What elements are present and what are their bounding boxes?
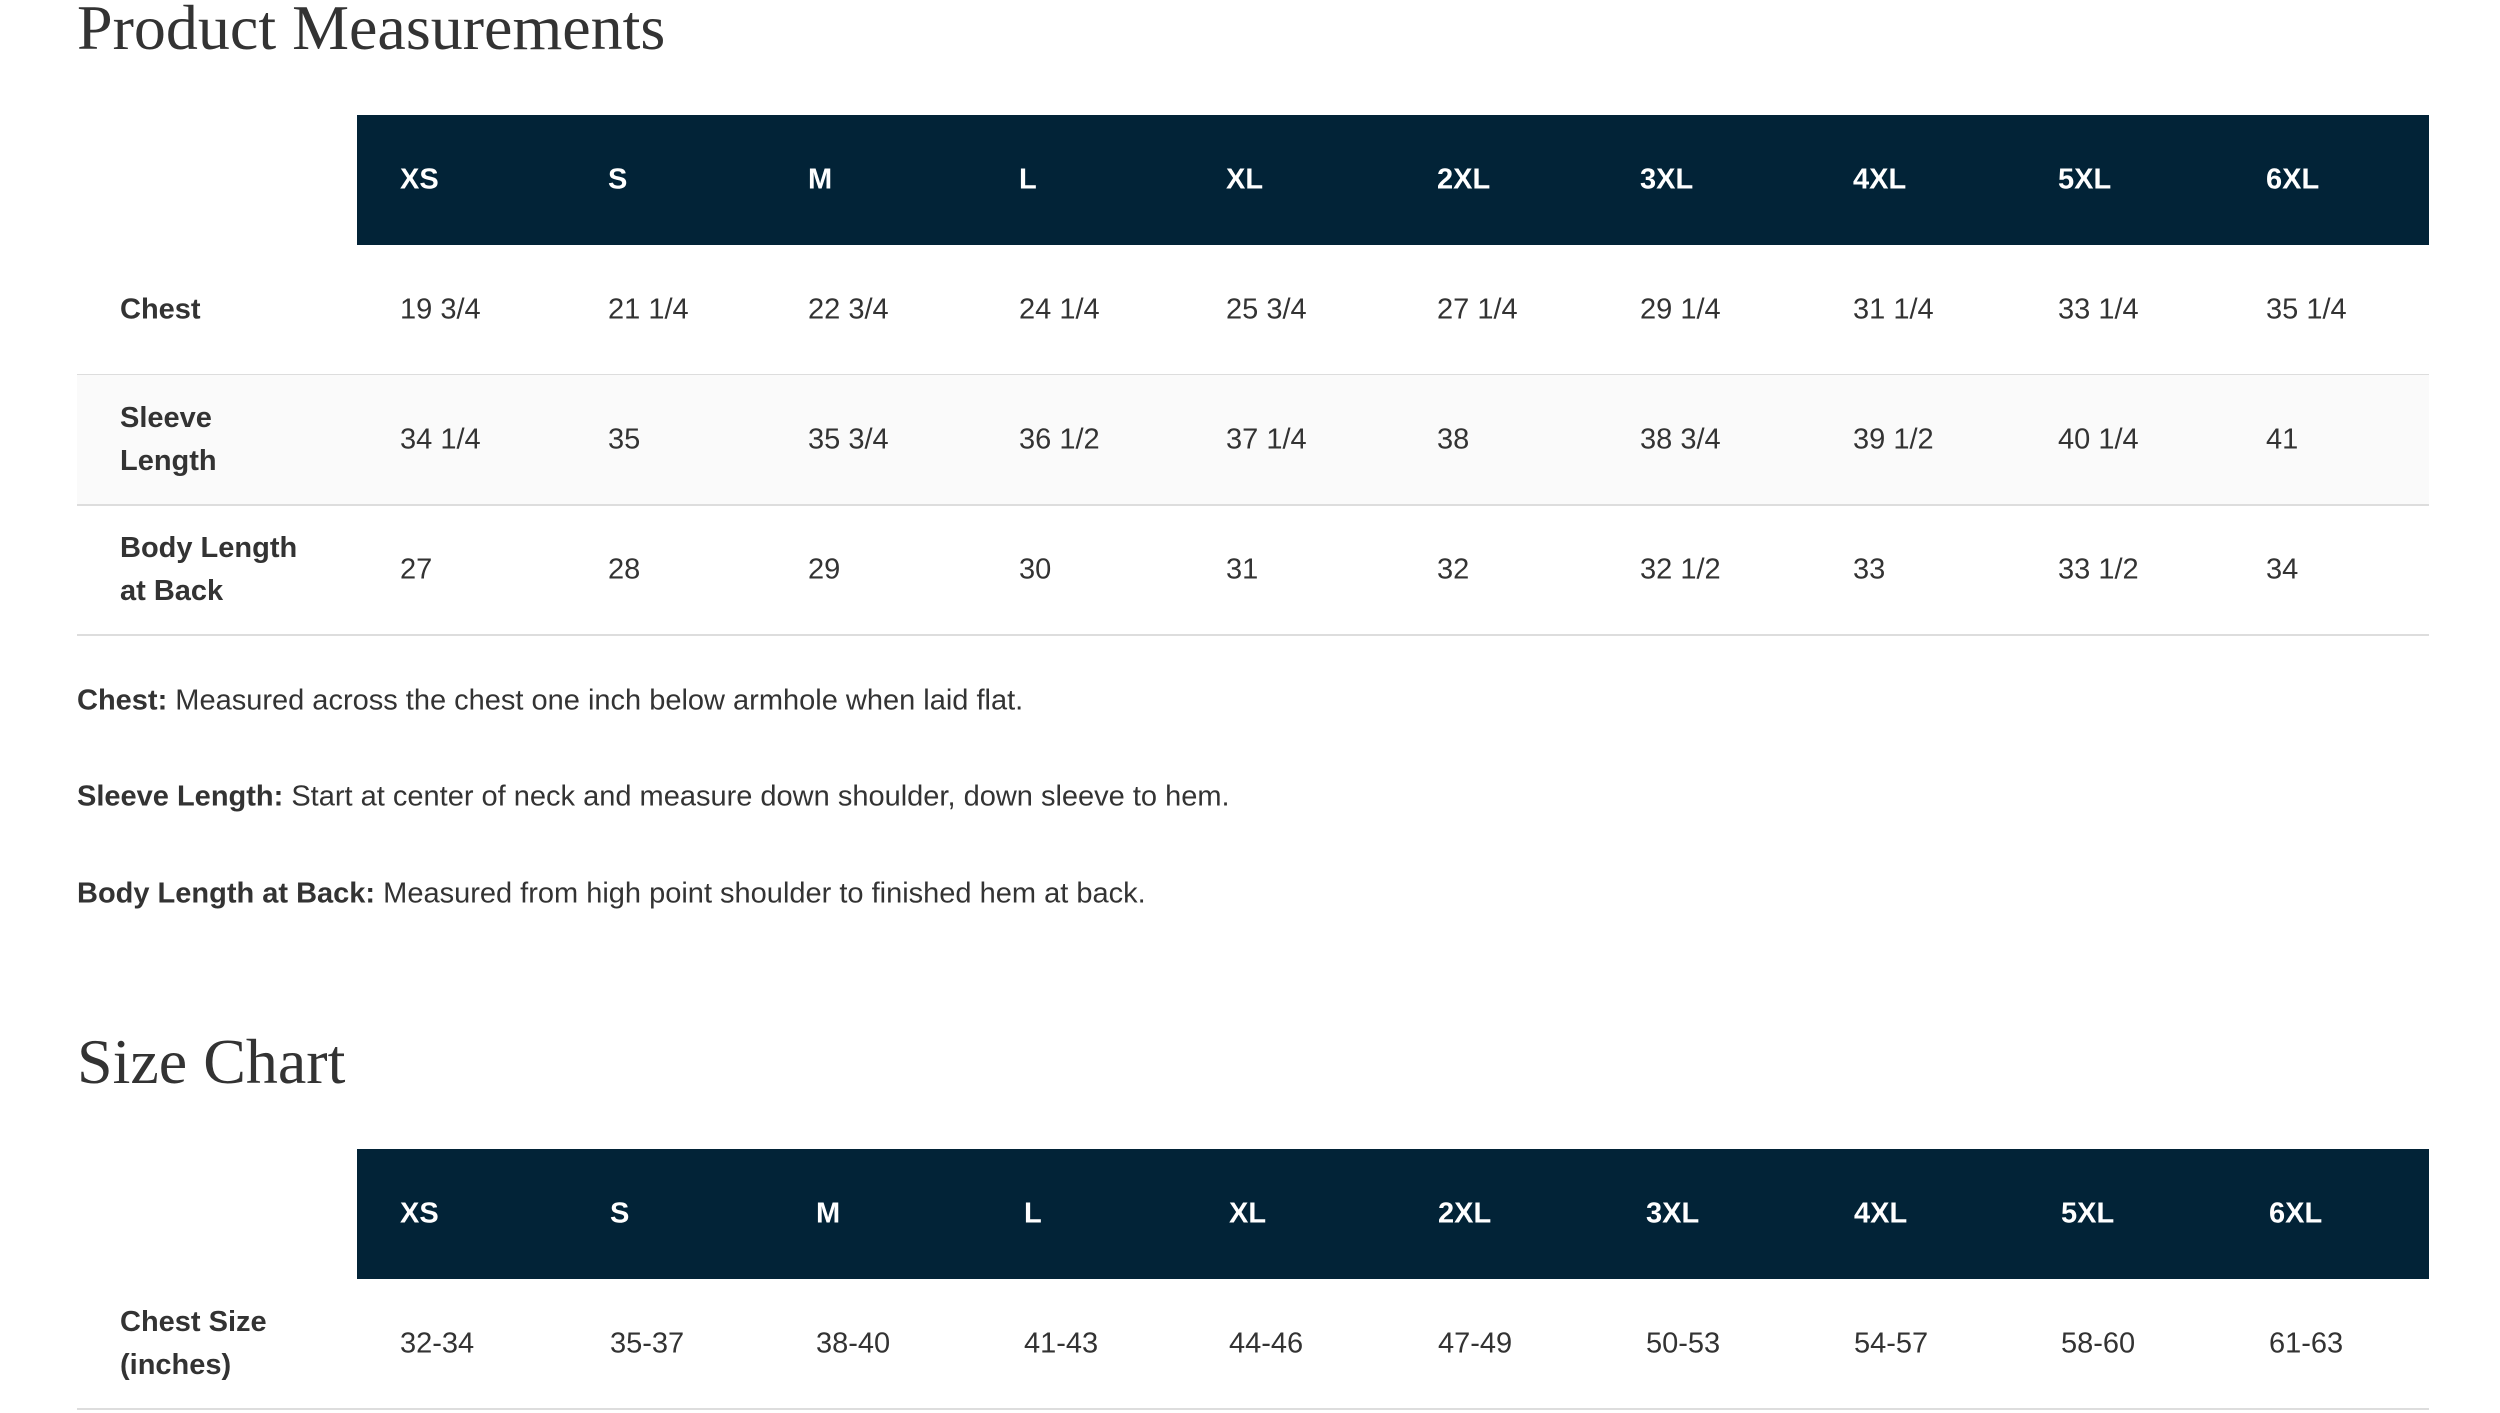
table-cell: 47-49 — [1438, 1327, 1513, 1360]
table-cell: 54-57 — [1854, 1327, 1929, 1360]
table-cell: 27 1/4 — [1437, 293, 1518, 326]
row-label: Chest Size (inches) — [120, 1306, 267, 1381]
table-cell: 34 — [2266, 553, 2299, 586]
table-header — [357, 1149, 2429, 1279]
table-cell: 33 — [1853, 553, 1886, 586]
table-cell: 32 — [1437, 553, 1470, 586]
table-cell: 24 1/4 — [1019, 293, 1100, 326]
table-cell: 21 1/4 — [608, 293, 689, 326]
column-header: L — [1019, 163, 1037, 196]
table-cell: 29 1/4 — [1640, 293, 1721, 326]
note: Chest: Measured across the chest one inc… — [77, 685, 1023, 718]
note-term: Chest: — [77, 684, 168, 717]
table-cell: 33 1/4 — [2058, 293, 2139, 326]
column-header: L — [1024, 1197, 1042, 1230]
table-cell: 31 — [1226, 553, 1259, 586]
column-header: 4XL — [1853, 163, 1907, 196]
table-cell: 35-37 — [610, 1327, 685, 1360]
table-cell: 37 1/4 — [1226, 423, 1307, 456]
table-cell: 31 1/4 — [1853, 293, 1934, 326]
table-cell: 41-43 — [1024, 1327, 1099, 1360]
column-header: 5XL — [2058, 163, 2112, 196]
table-cell: 61-63 — [2269, 1327, 2344, 1360]
column-header: 5XL — [2061, 1197, 2115, 1230]
note-text: Measured across the chest one inch below… — [175, 684, 1024, 717]
row-background — [77, 375, 2429, 505]
note-text: Measured from high point shoulder to fin… — [383, 877, 1146, 910]
table-cell: 22 3/4 — [808, 293, 889, 326]
table-cell: 32-34 — [400, 1327, 475, 1360]
table-cell: 50-53 — [1646, 1327, 1721, 1360]
column-header: 4XL — [1854, 1197, 1908, 1230]
column-header: 3XL — [1640, 163, 1694, 196]
table-cell: 39 1/2 — [1853, 423, 1934, 456]
column-header: 2XL — [1437, 163, 1491, 196]
column-header: M — [816, 1197, 841, 1230]
table-cell: 40 1/4 — [2058, 423, 2139, 456]
row-label: Body Length at Back — [120, 532, 298, 607]
note: Sleeve Length: Start at center of neck a… — [77, 781, 1230, 814]
table-cell: 33 1/2 — [2058, 553, 2139, 586]
table-cell: 36 1/2 — [1019, 423, 1100, 456]
column-header: XS — [400, 163, 439, 196]
note: Body Length at Back: Measured from high … — [77, 878, 1146, 911]
row-label: Sleeve Length — [120, 402, 217, 477]
note-text: Start at center of neck and measure down… — [291, 780, 1230, 813]
column-header: M — [808, 163, 833, 196]
section-title: Size Chart — [77, 1026, 346, 1097]
table-cell: 41 — [2266, 423, 2299, 456]
table-cell: 58-60 — [2061, 1327, 2136, 1360]
table-cell: 25 3/4 — [1226, 293, 1307, 326]
column-header: S — [610, 1197, 630, 1230]
table-cell: 35 — [608, 423, 641, 456]
row-divider — [77, 1408, 2429, 1410]
note-term: Body Length at Back: — [77, 877, 376, 910]
table-cell: 38 — [1437, 423, 1470, 456]
column-header: S — [608, 163, 628, 196]
table-cell: 34 1/4 — [400, 423, 481, 456]
table-cell: 35 3/4 — [808, 423, 889, 456]
column-header: XS — [400, 1197, 439, 1230]
table-cell: 28 — [608, 553, 641, 586]
row-divider — [77, 634, 2429, 636]
row-divider — [77, 504, 2429, 506]
section-title: Product Measurements — [77, 0, 666, 63]
column-header: XL — [1226, 163, 1264, 196]
table-cell: 35 1/4 — [2266, 293, 2347, 326]
column-header: 3XL — [1646, 1197, 1700, 1230]
table-cell: 19 3/4 — [400, 293, 481, 326]
table-header — [357, 115, 2429, 245]
column-header: 6XL — [2266, 163, 2320, 196]
table-cell: 38-40 — [816, 1327, 891, 1360]
table-cell: 30 — [1019, 553, 1052, 586]
row-label: Chest — [120, 293, 201, 326]
column-header: XL — [1229, 1197, 1267, 1230]
column-header: 6XL — [2269, 1197, 2323, 1230]
table-cell: 29 — [808, 553, 841, 586]
table-cell: 27 — [400, 553, 433, 586]
note-term: Sleeve Length: — [77, 780, 284, 813]
table-cell: 38 3/4 — [1640, 423, 1721, 456]
table-cell: 44-46 — [1229, 1327, 1304, 1360]
table-cell: 32 1/2 — [1640, 553, 1721, 586]
column-header: 2XL — [1438, 1197, 1492, 1230]
